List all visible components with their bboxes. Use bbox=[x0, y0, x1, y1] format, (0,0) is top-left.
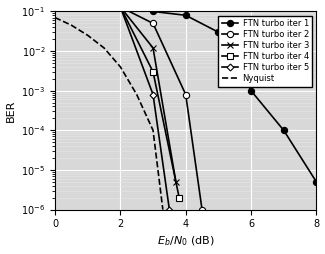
FTN turbo iter 5 bbox=[151, 93, 155, 96]
Nyquist bbox=[70, 24, 73, 27]
Legend: FTN turbo iter 1, FTN turbo iter 2, FTN turbo iter 3, FTN turbo iter 4, FTN turb: FTN turbo iter 1, FTN turbo iter 2, FTN … bbox=[218, 16, 312, 87]
FTN turbo iter 4 bbox=[53, 4, 57, 7]
X-axis label: $E_b/N_0$ (dB): $E_b/N_0$ (dB) bbox=[157, 235, 214, 248]
Nyquist bbox=[53, 16, 57, 19]
FTN turbo iter 3 bbox=[174, 180, 178, 183]
Line: FTN turbo iter 3: FTN turbo iter 3 bbox=[52, 2, 179, 185]
FTN turbo iter 3 bbox=[53, 4, 57, 7]
Line: Nyquist: Nyquist bbox=[55, 18, 163, 210]
FTN turbo iter 2 bbox=[184, 93, 188, 96]
Line: FTN turbo iter 4: FTN turbo iter 4 bbox=[52, 3, 182, 200]
FTN turbo iter 3 bbox=[151, 46, 155, 50]
Line: FTN turbo iter 5: FTN turbo iter 5 bbox=[53, 3, 172, 212]
Y-axis label: BER: BER bbox=[6, 99, 16, 122]
FTN turbo iter 1 bbox=[249, 89, 253, 92]
FTN turbo iter 2 bbox=[118, 5, 122, 8]
FTN turbo iter 3 bbox=[118, 5, 122, 8]
FTN turbo iter 4 bbox=[118, 5, 122, 8]
FTN turbo iter 1 bbox=[314, 180, 318, 183]
FTN turbo iter 1 bbox=[118, 5, 122, 8]
FTN turbo iter 4 bbox=[151, 70, 155, 73]
FTN turbo iter 2 bbox=[53, 4, 57, 7]
Nyquist bbox=[161, 208, 165, 211]
FTN turbo iter 2 bbox=[151, 22, 155, 25]
FTN turbo iter 4 bbox=[177, 196, 181, 199]
Nyquist bbox=[102, 46, 106, 50]
FTN turbo iter 1 bbox=[216, 31, 220, 34]
FTN turbo iter 5 bbox=[118, 5, 122, 8]
Line: FTN turbo iter 2: FTN turbo iter 2 bbox=[52, 3, 205, 213]
FTN turbo iter 5 bbox=[53, 4, 57, 7]
FTN turbo iter 1 bbox=[184, 14, 188, 17]
FTN turbo iter 2 bbox=[200, 208, 204, 211]
Nyquist bbox=[151, 129, 155, 132]
FTN turbo iter 1 bbox=[282, 129, 286, 132]
FTN turbo iter 1 bbox=[151, 10, 155, 13]
FTN turbo iter 1 bbox=[53, 4, 57, 7]
Line: FTN turbo iter 1: FTN turbo iter 1 bbox=[52, 3, 319, 185]
Nyquist bbox=[118, 65, 122, 68]
FTN turbo iter 5 bbox=[167, 208, 171, 211]
Nyquist bbox=[135, 93, 139, 96]
Nyquist bbox=[86, 34, 90, 37]
